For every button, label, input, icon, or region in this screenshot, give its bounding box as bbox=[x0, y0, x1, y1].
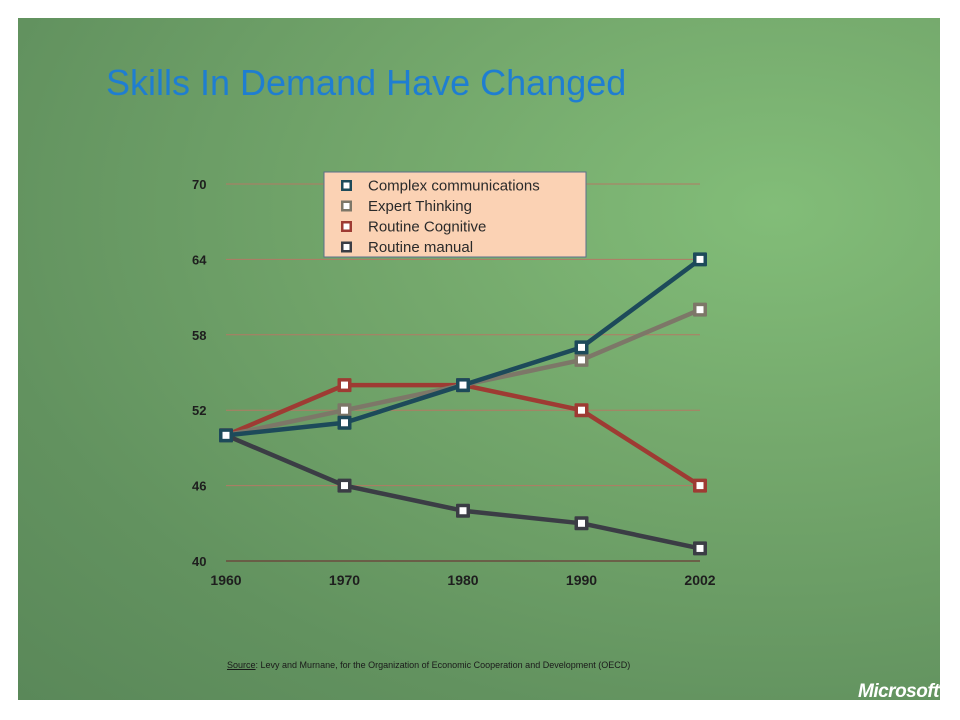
x-tick-label: 1990 bbox=[566, 572, 597, 588]
data-point-marker-center bbox=[696, 482, 704, 490]
data-point-marker-center bbox=[459, 507, 467, 515]
slide-background bbox=[18, 18, 940, 700]
data-point-marker-center bbox=[341, 406, 348, 414]
x-tick-label: 1960 bbox=[210, 572, 241, 588]
legend-label: Expert Thinking bbox=[368, 198, 472, 215]
y-tick-label: 40 bbox=[192, 554, 206, 569]
data-point-marker-center bbox=[696, 255, 704, 263]
data-point-marker-center bbox=[578, 519, 585, 527]
series-line bbox=[225, 307, 701, 438]
legend-marker-center bbox=[343, 182, 350, 189]
source-note: Source: Levy and Murnane, for the Organi… bbox=[227, 660, 630, 670]
x-tick-label: 2002 bbox=[684, 572, 715, 588]
y-tick-label: 64 bbox=[192, 252, 207, 267]
legend-label: Routine Cognitive bbox=[368, 219, 486, 236]
data-point-marker-center bbox=[341, 419, 348, 427]
slide-title: Skills In Demand Have Changed bbox=[106, 62, 627, 103]
microsoft-logo: Microsoft® bbox=[858, 681, 945, 703]
legend-marker-center bbox=[343, 223, 350, 230]
legend-marker-center bbox=[343, 244, 350, 250]
y-tick-label: 46 bbox=[192, 479, 206, 494]
source-label: Source bbox=[227, 660, 256, 670]
legend-label: Complex communications bbox=[368, 178, 540, 195]
data-point-marker-center bbox=[696, 544, 704, 552]
series-line bbox=[225, 433, 701, 551]
data-point-marker-center bbox=[696, 306, 704, 314]
legend-marker-center bbox=[343, 203, 350, 209]
x-tick-label: 1980 bbox=[447, 572, 478, 588]
data-point-marker-center bbox=[341, 381, 348, 389]
data-point-marker-center bbox=[341, 482, 348, 490]
y-tick-label: 70 bbox=[192, 177, 206, 192]
series-line bbox=[225, 382, 702, 488]
data-point-marker-center bbox=[578, 406, 585, 414]
legend-box bbox=[323, 171, 587, 258]
data-point-marker-center bbox=[222, 431, 230, 439]
source-text: : Levy and Murnane, for the Organization… bbox=[255, 660, 631, 670]
data-point-marker-center bbox=[459, 381, 467, 389]
x-tick-label: 1970 bbox=[329, 572, 360, 588]
legend-label: Routine manual bbox=[368, 239, 473, 256]
series-line bbox=[225, 257, 702, 438]
y-tick-label: 58 bbox=[192, 328, 206, 343]
data-point-marker-center bbox=[578, 343, 585, 351]
logo-text: Microsoft bbox=[858, 681, 940, 702]
data-point-marker-center bbox=[578, 356, 585, 364]
y-tick-label: 52 bbox=[192, 403, 206, 418]
logo-mark: ® bbox=[939, 682, 945, 692]
